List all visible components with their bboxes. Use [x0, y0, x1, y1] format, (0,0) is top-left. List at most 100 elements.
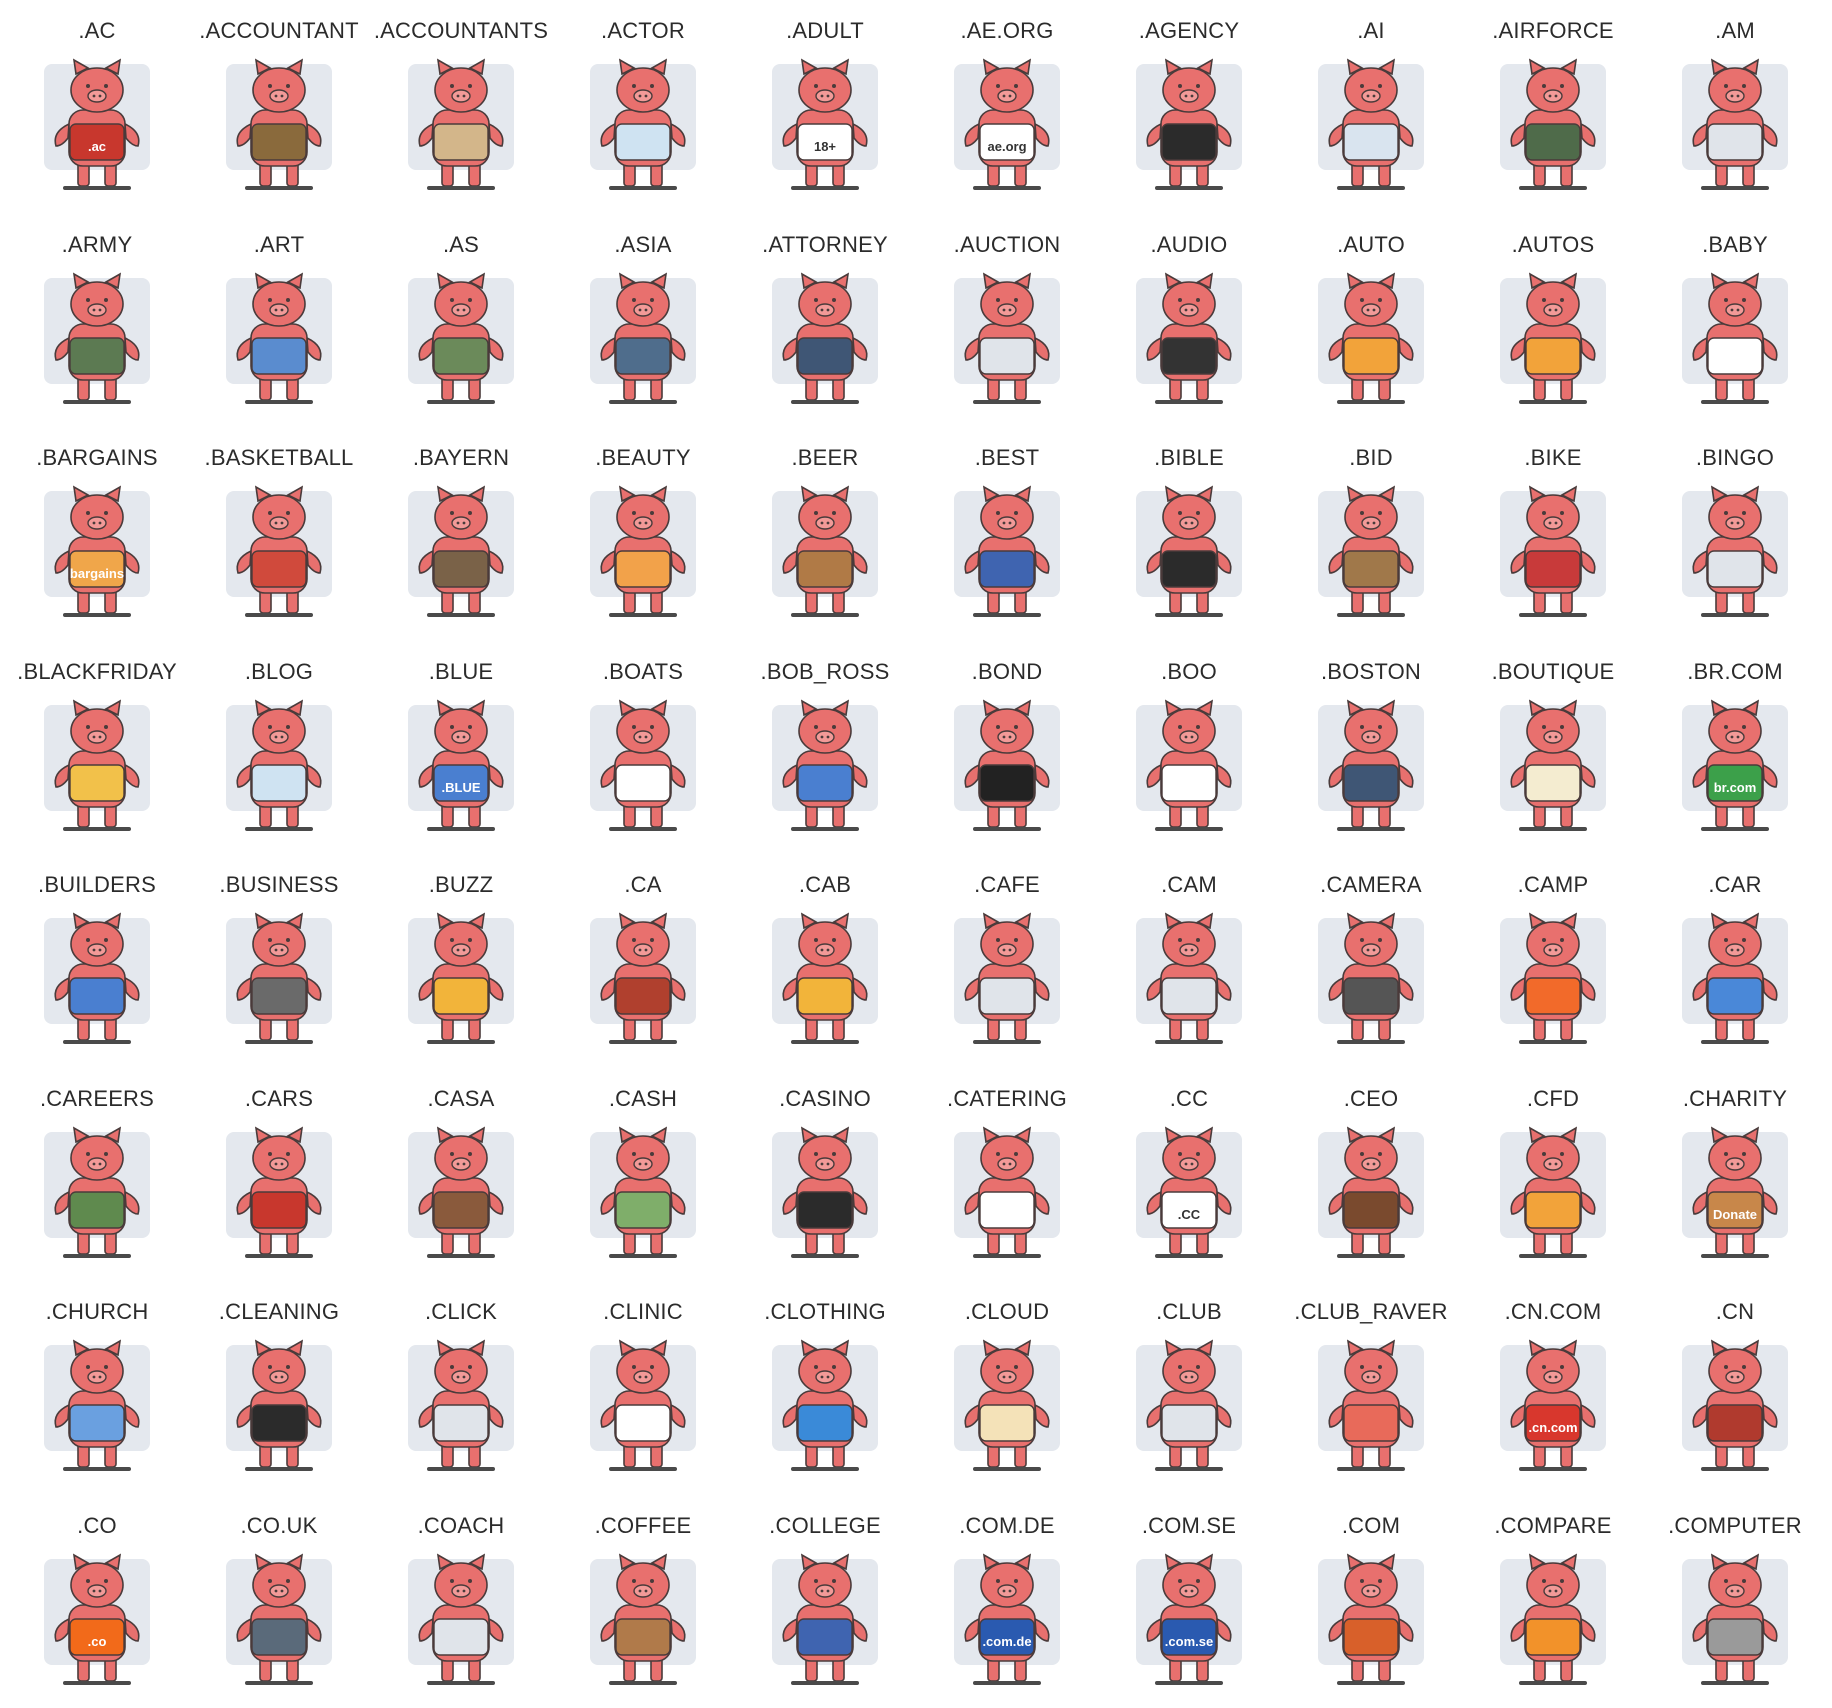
domain-tile-agency[interactable]: .AGENCY	[1098, 0, 1280, 214]
domain-tile-computer[interactable]: .COMPUTER	[1644, 1495, 1826, 1708]
domain-tile-adult[interactable]: .ADULT	[734, 0, 916, 214]
domain-tile-boats[interactable]: .BOATS	[552, 641, 734, 855]
domain-tile-beer[interactable]: .BEER	[734, 427, 916, 641]
domain-tile-boston[interactable]: .BOSTON	[1280, 641, 1462, 855]
domain-tile-catering[interactable]: .CATERING	[916, 1068, 1098, 1282]
domain-tile-boo[interactable]: .BOO	[1098, 641, 1280, 855]
domain-tile-am[interactable]: .AM	[1644, 0, 1826, 214]
domain-tile-bid[interactable]: .BID	[1280, 427, 1462, 641]
domain-tile-bingo[interactable]: .BINGO	[1644, 427, 1826, 641]
domain-tile-co[interactable]: .CO	[6, 1495, 188, 1708]
domain-tile-airforce[interactable]: .AIRFORCE	[1462, 0, 1644, 214]
domain-tile-ac[interactable]: .AC	[6, 0, 188, 214]
domain-tile-boutique[interactable]: .BOUTIQUE	[1462, 641, 1644, 855]
ground-line	[1337, 399, 1405, 404]
domain-tile-ca[interactable]: .CA	[552, 854, 734, 1068]
domain-tile-cars[interactable]: .CARS	[188, 1068, 370, 1282]
domain-tile-basketball[interactable]: .BASKETBALL	[188, 427, 370, 641]
domain-tile-beauty[interactable]: .BEAUTY	[552, 427, 734, 641]
domain-tile-bayern[interactable]: .BAYERN	[370, 427, 552, 641]
domain-tile-auto[interactable]: .AUTO	[1280, 214, 1462, 428]
domain-tile-cafe[interactable]: .CAFE	[916, 854, 1098, 1068]
pig-figure	[600, 485, 686, 614]
domain-tile-bargains[interactable]: .BARGAINS	[6, 427, 188, 641]
domain-tile-cab[interactable]: .CAB	[734, 854, 916, 1068]
domain-tile-college[interactable]: .COLLEGE	[734, 1495, 916, 1708]
pig-illustration	[44, 271, 150, 404]
domain-tile-accountants[interactable]: .ACCOUNTANTS	[370, 0, 552, 214]
domain-tile-ai[interactable]: .AI	[1280, 0, 1462, 214]
domain-tile-camera[interactable]: .CAMERA	[1280, 854, 1462, 1068]
domain-tile-br-com[interactable]: .BR.COM	[1644, 641, 1826, 855]
domain-tile-click[interactable]: .CLICK	[370, 1281, 552, 1495]
domain-tile-careers[interactable]: .CAREERS	[6, 1068, 188, 1282]
pig-mascot-icon	[386, 264, 536, 414]
pig-mascot-icon: .cn.com	[1478, 1331, 1628, 1481]
domain-tile-cloud[interactable]: .CLOUD	[916, 1281, 1098, 1495]
domain-tile-cc[interactable]: .CC	[1098, 1068, 1280, 1282]
domain-tile-ceo[interactable]: .CEO	[1280, 1068, 1462, 1282]
domain-tile-actor[interactable]: .ACTOR	[552, 0, 734, 214]
pig-mascot-icon	[204, 477, 354, 627]
outfit-accent	[615, 1617, 671, 1656]
domain-tile-attorney[interactable]: .ATTORNEY	[734, 214, 916, 428]
domain-tile-autos[interactable]: .AUTOS	[1462, 214, 1644, 428]
domain-tile-clinic[interactable]: .CLINIC	[552, 1281, 734, 1495]
domain-tile-bond[interactable]: .BOND	[916, 641, 1098, 855]
domain-tile-compare[interactable]: .COMPARE	[1462, 1495, 1644, 1708]
domain-tile-cfd[interactable]: .CFD	[1462, 1068, 1644, 1282]
domain-tile-ae-org[interactable]: .AE.ORG	[916, 0, 1098, 214]
domain-tile-casino[interactable]: .CASINO	[734, 1068, 916, 1282]
domain-tile-bible[interactable]: .BIBLE	[1098, 427, 1280, 641]
outfit-accent	[1525, 763, 1581, 802]
domain-tile-builders[interactable]: .BUILDERS	[6, 854, 188, 1068]
domain-tile-army[interactable]: .ARMY	[6, 214, 188, 428]
domain-tile-as[interactable]: .AS	[370, 214, 552, 428]
domain-tile-camp[interactable]: .CAMP	[1462, 854, 1644, 1068]
domain-tile-blue[interactable]: .BLUE	[370, 641, 552, 855]
domain-tile-auction[interactable]: .AUCTION	[916, 214, 1098, 428]
ground-line	[1701, 1253, 1769, 1258]
domain-tile-bob-ross[interactable]: .BOB_ROSS	[734, 641, 916, 855]
pig-figure	[54, 912, 140, 1041]
domain-tile-cn-com[interactable]: .CN.COM	[1462, 1281, 1644, 1495]
pig-mascot-icon	[22, 1118, 172, 1268]
domain-tile-charity[interactable]: .CHARITY	[1644, 1068, 1826, 1282]
pig-illustration	[1136, 1552, 1242, 1685]
domain-tile-car[interactable]: .CAR	[1644, 854, 1826, 1068]
pig-illustration	[1682, 1339, 1788, 1471]
domain-tile-clothing[interactable]: .CLOTHING	[734, 1281, 916, 1495]
domain-tile-cleaning[interactable]: .CLEANING	[188, 1281, 370, 1495]
outfit-accent	[1161, 1190, 1217, 1229]
domain-tile-audio[interactable]: .AUDIO	[1098, 214, 1280, 428]
domain-tile-coffee[interactable]: .COFFEE	[552, 1495, 734, 1708]
ground-line	[245, 613, 313, 617]
domain-tile-best[interactable]: .BEST	[916, 427, 1098, 641]
domain-tile-cn[interactable]: .CN	[1644, 1281, 1826, 1495]
domain-tile-co-uk[interactable]: .CO.UK	[188, 1495, 370, 1708]
domain-tile-art[interactable]: .ART	[188, 214, 370, 428]
domain-tile-com-se[interactable]: .COM.SE	[1098, 1495, 1280, 1708]
domain-tile-blog[interactable]: .BLOG	[188, 641, 370, 855]
pig-illustration	[772, 271, 878, 404]
domain-tile-coach[interactable]: .COACH	[370, 1495, 552, 1708]
domain-tile-club-raver[interactable]: .CLUB_RAVER	[1280, 1281, 1462, 1495]
domain-tile-com[interactable]: .COM	[1280, 1495, 1462, 1708]
domain-tile-club[interactable]: .CLUB	[1098, 1281, 1280, 1495]
pig-figure	[54, 271, 140, 401]
outfit-accent	[69, 1617, 125, 1656]
domain-tile-church[interactable]: .CHURCH	[6, 1281, 188, 1495]
domain-tile-blackfriday[interactable]: .BLACKFRIDAY	[6, 641, 188, 855]
domain-tile-asia[interactable]: .ASIA	[552, 214, 734, 428]
domain-tile-bike[interactable]: .BIKE	[1462, 427, 1644, 641]
domain-tile-casa[interactable]: .CASA	[370, 1068, 552, 1282]
domain-tile-cash[interactable]: .CASH	[552, 1068, 734, 1282]
domain-tile-com-de[interactable]: .COM.DE	[916, 1495, 1098, 1708]
domain-tile-accountant[interactable]: .ACCOUNTANT	[188, 0, 370, 214]
pig-illustration	[408, 58, 514, 190]
domain-tile-business[interactable]: .BUSINESS	[188, 854, 370, 1068]
domain-tile-baby[interactable]: .BABY	[1644, 214, 1826, 428]
ground-line	[1519, 186, 1587, 190]
domain-tile-buzz[interactable]: .BUZZ	[370, 854, 552, 1068]
domain-tile-cam[interactable]: .CAM	[1098, 854, 1280, 1068]
